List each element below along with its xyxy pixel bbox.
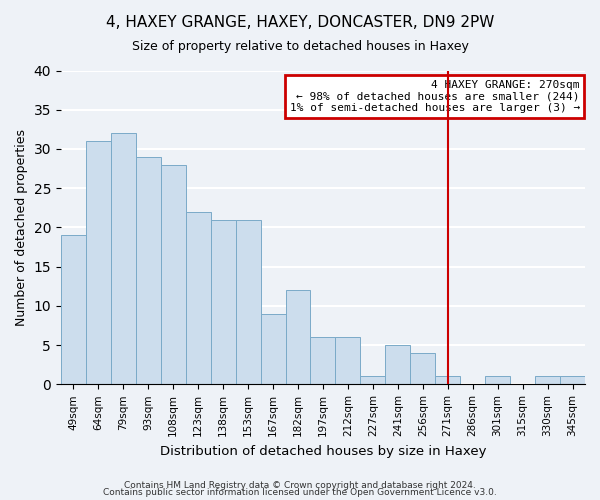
Bar bbox=[335, 337, 361, 384]
Text: 4 HAXEY GRANGE: 270sqm
← 98% of detached houses are smaller (244)
1% of semi-det: 4 HAXEY GRANGE: 270sqm ← 98% of detached… bbox=[290, 80, 580, 113]
Bar bbox=[236, 220, 260, 384]
Y-axis label: Number of detached properties: Number of detached properties bbox=[15, 129, 28, 326]
Text: Size of property relative to detached houses in Haxey: Size of property relative to detached ho… bbox=[131, 40, 469, 53]
Text: Contains public sector information licensed under the Open Government Licence v3: Contains public sector information licen… bbox=[103, 488, 497, 497]
Bar bbox=[435, 376, 460, 384]
Bar bbox=[211, 220, 236, 384]
Bar bbox=[286, 290, 310, 384]
Bar bbox=[136, 157, 161, 384]
Bar bbox=[361, 376, 385, 384]
Bar bbox=[385, 345, 410, 385]
Bar bbox=[86, 141, 111, 384]
Text: 4, HAXEY GRANGE, HAXEY, DONCASTER, DN9 2PW: 4, HAXEY GRANGE, HAXEY, DONCASTER, DN9 2… bbox=[106, 15, 494, 30]
Bar bbox=[111, 134, 136, 384]
Text: Contains HM Land Registry data © Crown copyright and database right 2024.: Contains HM Land Registry data © Crown c… bbox=[124, 480, 476, 490]
Bar bbox=[560, 376, 585, 384]
X-axis label: Distribution of detached houses by size in Haxey: Distribution of detached houses by size … bbox=[160, 444, 486, 458]
Bar bbox=[185, 212, 211, 384]
Bar bbox=[485, 376, 510, 384]
Bar bbox=[61, 236, 86, 384]
Bar bbox=[310, 337, 335, 384]
Bar bbox=[260, 314, 286, 384]
Bar bbox=[410, 353, 435, 384]
Bar bbox=[161, 164, 185, 384]
Bar bbox=[535, 376, 560, 384]
